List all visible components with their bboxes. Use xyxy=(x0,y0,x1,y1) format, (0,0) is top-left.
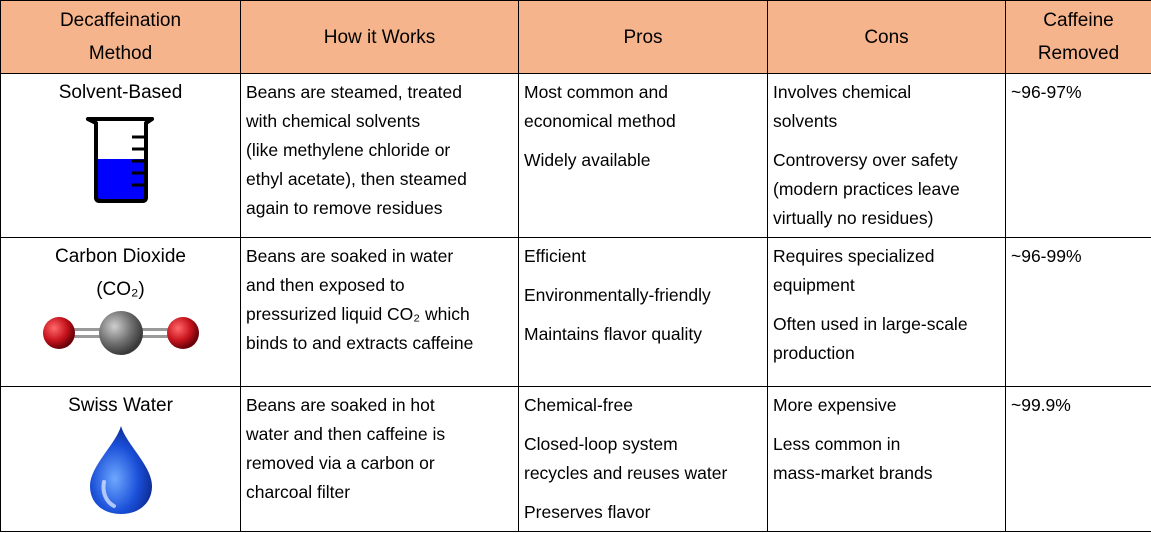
con-item: Requires specialized equipment xyxy=(773,246,935,295)
header-removed: Caffeine Removed xyxy=(1005,0,1151,74)
pro-item: Most common and economical method xyxy=(524,82,676,131)
how-cell: Beans are steamed, treated with chemical … xyxy=(240,73,519,238)
pro-item: Widely available xyxy=(524,150,651,170)
removed-cell: ~96-97% xyxy=(1005,73,1151,238)
method-name: Swiss Water xyxy=(68,395,173,416)
co2-molecule-icon xyxy=(42,311,199,355)
con-item: Often used in large-scale production xyxy=(773,314,968,363)
con-item: More expensive xyxy=(773,395,897,415)
pro-item: Chemical-free xyxy=(524,395,633,415)
beaker-icon xyxy=(85,117,154,203)
table-row: Carbon Dioxide (CO₂) Beans are soaked in… xyxy=(0,237,1151,387)
pro-item: Environmentally-friendly xyxy=(524,285,711,305)
method-name: Solvent-Based xyxy=(58,82,183,103)
con-item: Controversy over safety (modern practices… xyxy=(773,150,960,228)
method-cell: Swiss Water xyxy=(0,386,241,532)
cons-cell: Involves chemical solvents Controversy ov… xyxy=(767,73,1006,238)
header-method: Decaffeination Method xyxy=(0,0,241,74)
method-formula: (CO₂) xyxy=(96,279,145,300)
method-cell: Solvent-Based xyxy=(0,73,241,238)
con-item: Involves chemical solvents xyxy=(773,82,912,131)
con-item: Less common in mass-market brands xyxy=(773,434,933,483)
header-pros: Pros xyxy=(518,0,768,74)
pros-cell: Chemical-free Closed-loop system recycles… xyxy=(518,386,768,532)
method-name: Carbon Dioxide xyxy=(55,246,186,267)
how-cell: Beans are soaked in hot water and then ca… xyxy=(240,386,519,532)
pro-item: Maintains flavor quality xyxy=(524,324,702,344)
pro-item: Efficient xyxy=(524,246,586,266)
pros-cell: Efficient Environmentally-friendly Maint… xyxy=(518,237,768,387)
table-row: Solvent-Based Beans are steamed, treated… xyxy=(0,73,1151,238)
removed-cell: ~96-99% xyxy=(1005,237,1151,387)
pros-cell: Most common and economical method Widely … xyxy=(518,73,768,238)
header-how: How it Works xyxy=(240,0,519,74)
water-drop-icon xyxy=(89,426,152,514)
removed-cell: ~99.9% xyxy=(1005,386,1151,532)
header-row: Decaffeination Method How it Works Pros C… xyxy=(0,0,1151,74)
cons-cell: Requires specialized equipment Often used… xyxy=(767,237,1006,387)
table-row: Swiss Water Beans are soaked in hot water… xyxy=(0,386,1151,532)
how-cell: Beans are soaked in water and then expose… xyxy=(240,237,519,387)
header-cons: Cons xyxy=(767,0,1006,74)
pro-item: Closed-loop system recycles and reuses wa… xyxy=(524,434,728,483)
pro-item: Preserves flavor xyxy=(524,502,651,522)
method-cell: Carbon Dioxide (CO₂) xyxy=(0,237,241,387)
cons-cell: More expensive Less common in mass-market… xyxy=(767,386,1006,532)
